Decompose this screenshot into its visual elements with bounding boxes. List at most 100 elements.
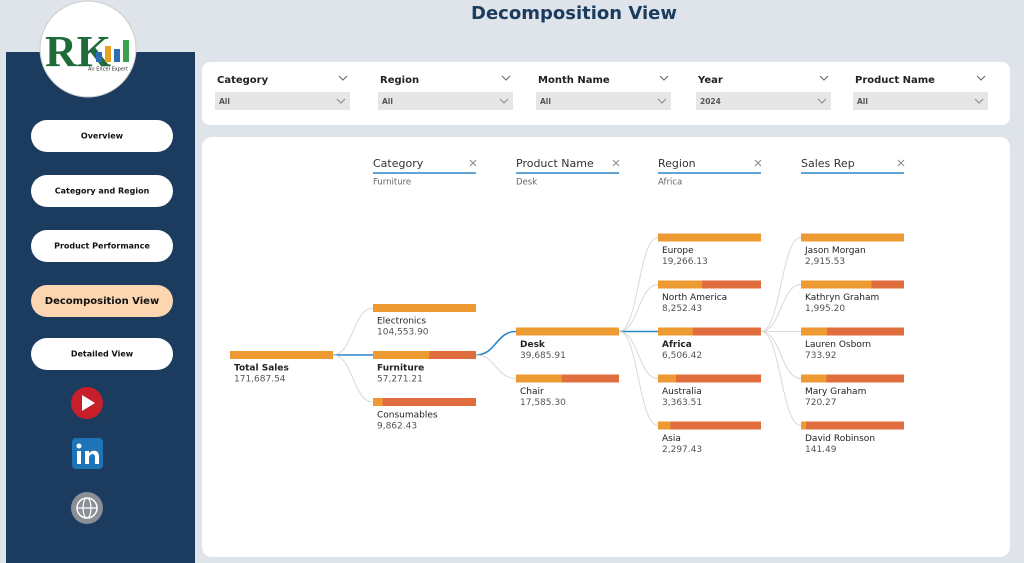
nav-button[interactable] xyxy=(31,120,173,152)
node-label: Desk xyxy=(520,340,546,350)
node-bar xyxy=(801,421,806,430)
close-icon[interactable] xyxy=(469,159,477,167)
nav-button[interactable] xyxy=(31,175,173,207)
filter-value: All xyxy=(540,97,551,106)
tree-link xyxy=(760,284,802,332)
node-bar-track xyxy=(658,327,761,336)
node-label: Consumables xyxy=(377,411,438,421)
node-bar xyxy=(658,233,761,242)
filter-label: Year xyxy=(697,75,723,86)
node-bar-track xyxy=(516,374,619,383)
node-label: Furniture xyxy=(377,364,424,374)
filters: Category All Region All Month Name All Year 202… xyxy=(215,75,988,110)
chevron xyxy=(817,98,827,104)
level-selection: Furniture xyxy=(373,178,411,188)
node-bar xyxy=(516,327,619,336)
close-icon[interactable] xyxy=(612,159,620,167)
node-bar xyxy=(658,421,671,430)
filter-dropdown[interactable] xyxy=(378,92,513,110)
chevron xyxy=(976,75,986,81)
logo: RK An EXcel Expert xyxy=(39,0,137,98)
filter-label: Product Name xyxy=(855,75,935,86)
youtube-play xyxy=(82,395,95,411)
tree-link xyxy=(475,330,517,356)
filter-label: Month Name xyxy=(538,75,610,86)
node-bar-track xyxy=(801,374,904,383)
nav-button[interactable] xyxy=(31,285,173,317)
level-header: Sales Rep xyxy=(801,157,855,170)
chevron xyxy=(974,98,984,104)
filter-value: All xyxy=(382,97,393,106)
node-value: 720.27 xyxy=(805,398,837,408)
node-label: Electronics xyxy=(377,317,426,327)
logo-bar xyxy=(105,46,111,62)
node-label: Chair xyxy=(520,387,544,397)
linkedin-glyph xyxy=(77,451,81,464)
node-bar-track xyxy=(373,398,476,406)
tree-link xyxy=(618,237,659,332)
close-icon[interactable] xyxy=(754,159,762,167)
logo-tagline: An EXcel Expert xyxy=(88,67,128,73)
chevron xyxy=(338,75,348,81)
node-label: Total Sales xyxy=(234,364,289,374)
level-selection: Africa xyxy=(658,178,682,188)
nav-label: Product Performance xyxy=(54,242,150,251)
chevron xyxy=(659,75,669,81)
chevron xyxy=(819,75,829,81)
tree-links xyxy=(332,237,802,426)
tree-link xyxy=(618,331,659,379)
filter-dropdown[interactable] xyxy=(536,92,671,110)
tree-link xyxy=(760,331,802,379)
node-bar xyxy=(801,374,827,383)
node-value: 733.92 xyxy=(805,351,837,361)
filter-label: Category xyxy=(217,75,269,86)
node-value: 2,915.53 xyxy=(805,257,845,267)
node-value: 1,995.20 xyxy=(805,304,845,314)
node-label: Australia xyxy=(662,387,702,397)
node-label: Jason Morgan xyxy=(804,246,866,256)
chevron xyxy=(336,98,346,104)
node-bar xyxy=(801,233,904,242)
filter-value: All xyxy=(857,97,868,106)
level-header: Product Name xyxy=(516,157,594,170)
tree-link xyxy=(760,237,802,332)
linkedin-glyph xyxy=(85,450,99,464)
tree-link xyxy=(760,331,802,426)
tree-link xyxy=(332,354,374,403)
node-bar-track xyxy=(801,421,904,430)
node-value: 171,687.54 xyxy=(234,375,286,385)
nav-label: Category and Region xyxy=(55,187,150,196)
node-bar xyxy=(373,398,383,406)
chevron xyxy=(499,98,509,104)
filter-dropdown[interactable] xyxy=(215,92,350,110)
node-value: 57,271.21 xyxy=(377,375,423,385)
filter-dropdown[interactable] xyxy=(696,92,831,110)
filter-value: 2024 xyxy=(700,97,721,106)
logo-bar xyxy=(114,49,120,62)
node-bar xyxy=(658,280,703,289)
chevron xyxy=(657,98,667,104)
node-value: 141.49 xyxy=(805,445,837,455)
node-value: 17,585.30 xyxy=(520,398,566,408)
node-bar-track xyxy=(658,374,761,383)
logo-initials: RK xyxy=(45,27,111,76)
tree-link xyxy=(332,307,374,356)
node-bar xyxy=(230,351,333,359)
filter-label: Region xyxy=(380,75,419,86)
filter-value: All xyxy=(219,97,230,106)
social-icons xyxy=(71,387,103,524)
logo-circle xyxy=(39,0,137,98)
tree-link xyxy=(618,331,659,426)
node-label: Africa xyxy=(662,340,692,350)
logo-bar xyxy=(96,52,102,62)
nav-button[interactable] xyxy=(31,230,173,262)
tree-panel xyxy=(202,137,1010,557)
filter-dropdown[interactable] xyxy=(853,92,988,110)
node-bar-track xyxy=(658,280,761,289)
node-bar xyxy=(801,327,827,336)
close-icon[interactable] xyxy=(897,159,905,167)
nav-button[interactable] xyxy=(31,338,173,370)
node-value: 104,553.90 xyxy=(377,328,429,338)
navigation: Overview Category and Region Product Perfo… xyxy=(31,120,173,370)
